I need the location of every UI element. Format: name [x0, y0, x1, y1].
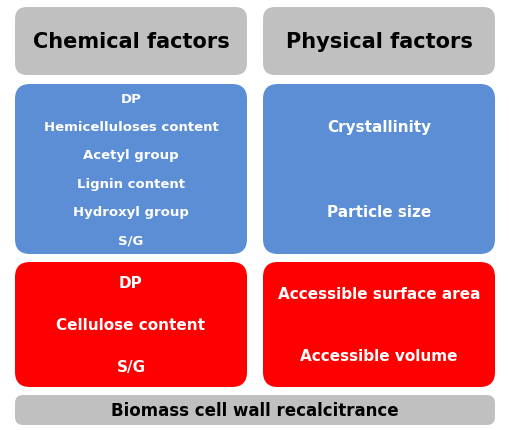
Text: Acetyl group: Acetyl group	[83, 149, 179, 162]
Text: Biomass cell wall recalcitrance: Biomass cell wall recalcitrance	[111, 401, 398, 419]
Text: DP: DP	[120, 92, 141, 105]
Text: Particle size: Particle size	[326, 205, 430, 219]
FancyBboxPatch shape	[263, 85, 494, 255]
Text: Cellulose content: Cellulose content	[56, 317, 205, 332]
FancyBboxPatch shape	[15, 8, 246, 76]
Text: Physical factors: Physical factors	[285, 32, 471, 52]
Text: Chemical factors: Chemical factors	[33, 32, 229, 52]
FancyBboxPatch shape	[263, 262, 494, 387]
FancyBboxPatch shape	[15, 85, 246, 255]
FancyBboxPatch shape	[263, 8, 494, 76]
FancyBboxPatch shape	[15, 395, 494, 425]
Text: Crystallinity: Crystallinity	[326, 120, 430, 135]
FancyBboxPatch shape	[15, 262, 246, 387]
Text: Lignin content: Lignin content	[77, 177, 185, 190]
Text: Accessible surface area: Accessible surface area	[277, 286, 479, 301]
Text: Hydroxyl group: Hydroxyl group	[73, 206, 188, 218]
Text: Accessible volume: Accessible volume	[300, 348, 457, 363]
Text: S/G: S/G	[118, 234, 144, 247]
Text: DP: DP	[119, 276, 143, 291]
Text: Hemicelluloses content: Hemicelluloses content	[44, 121, 218, 134]
Text: S/G: S/G	[116, 359, 145, 374]
